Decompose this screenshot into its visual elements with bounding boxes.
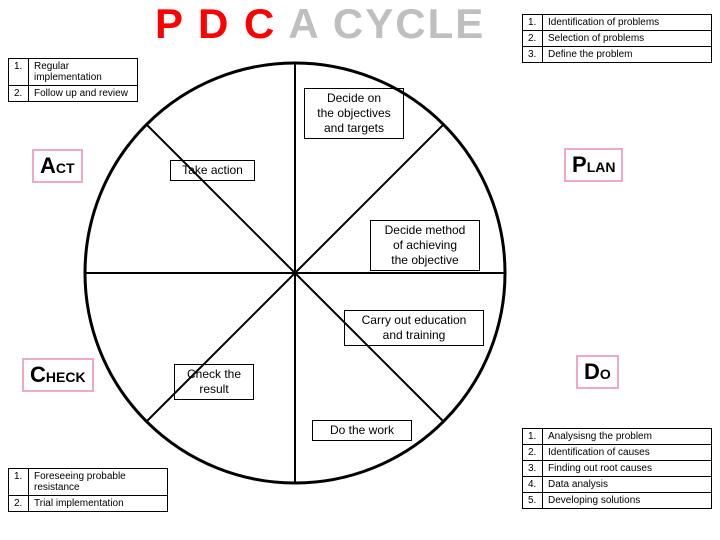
table-cell-text: Selection of problems xyxy=(543,31,712,47)
table-cell-num: 4. xyxy=(523,477,543,493)
quadrant-act: ACT xyxy=(32,149,83,183)
slice-check-result: Check theresult xyxy=(174,364,254,400)
table-cell-text: Developing solutions xyxy=(543,493,712,509)
table-cell-num: 2. xyxy=(9,86,29,102)
check-table: 1.Foreseeing probable resistance2.Trial … xyxy=(8,468,168,512)
table-cell-num: 1. xyxy=(9,469,29,496)
quadrant-check: CHECK xyxy=(22,358,94,392)
quadrant-plan: PLAN xyxy=(564,148,623,182)
quad-do-rest: O xyxy=(600,366,611,382)
quad-plan-rest: LAN xyxy=(587,159,616,175)
table-cell-num: 1. xyxy=(523,15,543,31)
table-cell-text: Foreseeing probable resistance xyxy=(29,469,168,496)
table-cell-text: Data analysis xyxy=(543,477,712,493)
slice-do-work: Do the work xyxy=(312,420,412,441)
pdca-wheel xyxy=(80,58,510,488)
slice-decide-objectives: Decide onthe objectivesand targets xyxy=(304,88,404,139)
slice-education: Carry out educationand training xyxy=(344,310,484,346)
quad-check-big: C xyxy=(30,362,46,387)
table-cell-text: Identification of causes xyxy=(543,445,712,461)
slice-decide-method: Decide methodof achievingthe objective xyxy=(370,220,480,271)
table-cell-text: Regular implementation xyxy=(29,59,138,86)
table-cell-text: Finding out root causes xyxy=(543,461,712,477)
quad-check-rest: HECK xyxy=(46,369,86,385)
slice-take-action: Take action xyxy=(170,160,255,181)
table-cell-text: Trial implementation xyxy=(29,496,168,512)
table-cell-num: 2. xyxy=(523,31,543,47)
do-table: 1.Analysisng the problem2.Identification… xyxy=(522,428,712,509)
page-title: P D C A CYCLE xyxy=(155,0,485,48)
table-cell-text: Define the problem xyxy=(543,47,712,63)
quad-act-big: A xyxy=(40,153,56,178)
table-cell-num: 2. xyxy=(523,445,543,461)
table-cell-num: 5. xyxy=(523,493,543,509)
table-cell-num: 3. xyxy=(523,461,543,477)
table-cell-num: 2. xyxy=(9,496,29,512)
table-cell-num: 1. xyxy=(9,59,29,86)
act-table: 1.Regular implementation2.Follow up and … xyxy=(8,58,138,102)
quad-act-rest: CT xyxy=(56,160,75,176)
quadrant-do: DO xyxy=(576,355,619,389)
quad-plan-big: P xyxy=(572,152,587,177)
table-cell-text: Analysisng the problem xyxy=(543,429,712,445)
plan-table: 1.Identification of problems2.Selection … xyxy=(522,14,712,63)
table-cell-text: Identification of problems xyxy=(543,15,712,31)
table-cell-text: Follow up and review xyxy=(29,86,138,102)
quad-do-big: D xyxy=(584,359,600,384)
table-cell-num: 3. xyxy=(523,47,543,63)
table-cell-num: 1. xyxy=(523,429,543,445)
